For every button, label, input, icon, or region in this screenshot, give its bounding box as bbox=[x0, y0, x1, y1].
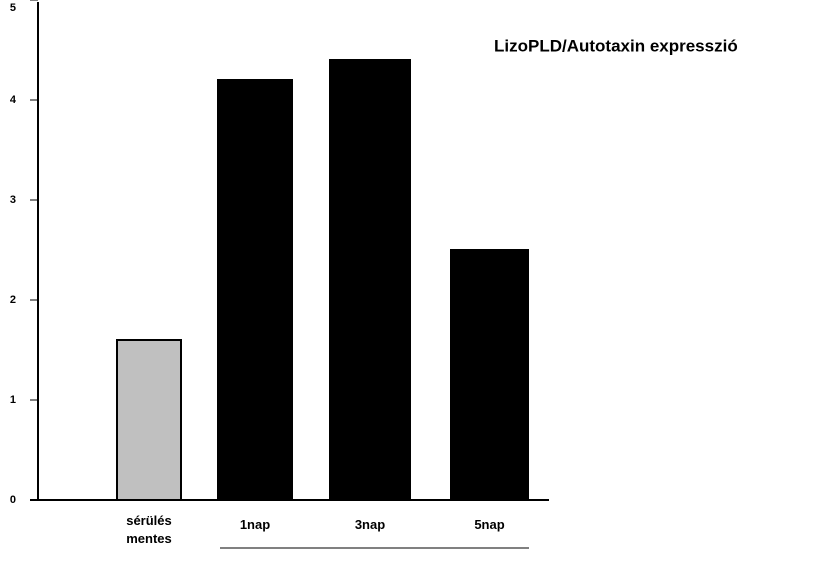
bar bbox=[116, 339, 182, 501]
x-tick-label: sérülés mentes bbox=[126, 513, 172, 546]
y-tick-label: 1 bbox=[10, 394, 16, 406]
chart-title: LizoPLD/Autotaxin expresszió bbox=[494, 36, 738, 55]
y-tick-label: 3 bbox=[10, 194, 16, 206]
bar bbox=[450, 249, 529, 501]
y-tick-label: 5 bbox=[10, 2, 16, 14]
bar bbox=[217, 79, 293, 501]
x-tick-label: 1nap bbox=[239, 517, 271, 532]
x-tick-label: 5nap bbox=[474, 517, 505, 532]
bar bbox=[329, 59, 411, 501]
y-tick-label: 4 bbox=[10, 94, 17, 106]
y-tick-label: 2 bbox=[10, 294, 16, 306]
y-tick-label: 0 bbox=[10, 494, 16, 506]
x-tick-label: 3nap bbox=[354, 517, 386, 532]
